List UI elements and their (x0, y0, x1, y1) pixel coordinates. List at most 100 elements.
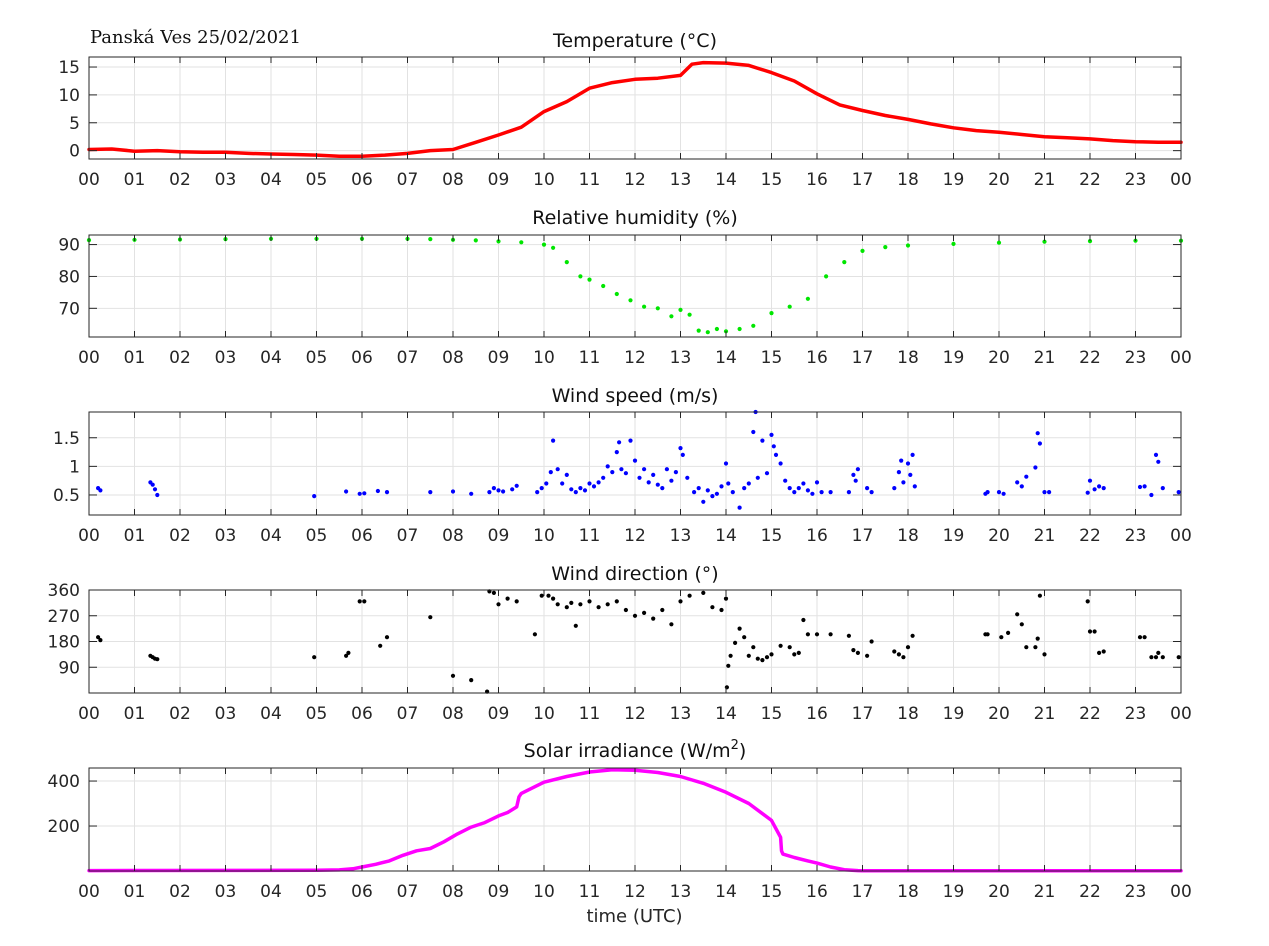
wind_speed-point (1097, 484, 1102, 489)
wind_direction-xtick-label: 12 (624, 704, 646, 724)
temperature-ytick-label: 0 (69, 142, 80, 162)
wind_direction-point (505, 596, 510, 601)
wind_speed-point (801, 481, 806, 486)
temperature-xtick-label: 07 (397, 170, 419, 190)
humidity-point (628, 298, 633, 303)
wind_direction-point (623, 607, 629, 613)
wind_direction-point (469, 678, 474, 683)
humidity-point (787, 304, 792, 309)
wind_direction-point (999, 635, 1004, 640)
wind_direction-point (312, 655, 317, 660)
panel-wind_direction: 00 01 02 03 04 05 06 07 08 09 10 11 12 13 14 15 16 17 18 19… (48, 563, 1192, 724)
wind_direction-point (869, 639, 874, 644)
wind_direction-point (344, 653, 349, 658)
wind_direction-point (660, 607, 665, 613)
wind_speed-point (764, 471, 770, 476)
humidity-point (655, 306, 660, 311)
wind_direction-point (96, 635, 101, 640)
solar-xtick-label: 19 (943, 882, 965, 902)
wind_direction-point (801, 617, 806, 623)
wind_speed-xtick-label: 06 (351, 526, 373, 546)
wind_speed-xtick-label: 22 (1079, 526, 1101, 546)
humidity-point (614, 291, 619, 297)
wind_speed-point (617, 440, 622, 445)
wind_direction-point (1153, 655, 1159, 660)
wind_direction-xtick-label: 01 (124, 704, 146, 724)
wind_speed-point (601, 475, 606, 480)
temperature-xtick-label: 16 (806, 170, 828, 190)
wind_speed-point (539, 486, 544, 491)
wind_speed-point (596, 480, 601, 485)
wind_speed-ytick-label: 1 (69, 457, 80, 477)
wind_speed-point (555, 467, 560, 472)
humidity-point (541, 242, 547, 247)
temperature-xtick-label: 01 (124, 170, 146, 190)
solar-xtick-label: 14 (715, 882, 737, 902)
wind_speed-point (692, 490, 697, 495)
humidity-point (769, 311, 774, 316)
wind_direction-point (855, 650, 861, 656)
wind_speed-point (655, 482, 660, 487)
wind_speed-point (714, 491, 720, 496)
wind_direction-point (155, 657, 160, 662)
wind_speed-point (1015, 480, 1020, 485)
humidity-xtick-label: 00 (78, 348, 100, 368)
solar-xtick-label: 04 (260, 882, 282, 902)
wind_direction-point (1019, 622, 1024, 627)
wind_speed-point (865, 486, 870, 491)
wind_speed-ytick-label: 1.5 (53, 429, 80, 449)
wind_speed-point (1001, 491, 1006, 496)
wind_direction-xtick-label: 05 (306, 704, 328, 724)
wind_speed-point (787, 486, 792, 491)
solar-xtick-label: 13 (670, 882, 692, 902)
wind_speed-point (910, 452, 915, 457)
solar-title-text: Solar irradiance (W/m (524, 740, 731, 762)
wind_speed-point (685, 475, 690, 480)
wind_speed-point (155, 492, 160, 498)
panel-solar: 00 01 02 03 04 05 06 07 08 09 10 11 12 13 14 15 16 17 18 19… (48, 738, 1192, 902)
humidity-title: Relative humidity (%) (532, 207, 737, 229)
wind_direction-point (605, 602, 610, 607)
wind_speed-point (723, 461, 729, 466)
solar-title-superscript: 2 (731, 738, 739, 753)
wind_speed-point (783, 478, 788, 483)
wind_direction-xtick-label: 20 (988, 704, 1010, 724)
temperature-xtick-label: 04 (260, 170, 282, 190)
humidity-xtick-label: 03 (215, 348, 237, 368)
temperature-ytick-label: 5 (69, 114, 80, 134)
wind_direction-point (846, 633, 852, 638)
humidity-point (824, 274, 829, 279)
solar-xtick-label: 20 (988, 882, 1010, 902)
wind_speed-point (312, 494, 317, 499)
wind_speed-point (428, 490, 433, 495)
solar-title: Solar irradiance (W/m2) (524, 738, 747, 762)
humidity-xtick-label: 15 (761, 348, 783, 368)
wind_direction-point (896, 652, 902, 657)
wind_speed-point (899, 458, 904, 463)
wind_speed-point (751, 429, 756, 435)
temperature-xtick-label: 08 (442, 170, 464, 190)
wind_speed-point (344, 489, 349, 494)
wind_direction-point (901, 655, 906, 660)
humidity-ytick-label: 80 (58, 267, 80, 287)
wind_speed-point (730, 490, 735, 495)
humidity-xtick-label: 12 (624, 348, 646, 368)
temperature-xtick-label: 09 (488, 170, 510, 190)
humidity-point (714, 326, 720, 332)
wind_direction-point (719, 607, 724, 613)
wind_speed-ytick-label: 0.5 (53, 486, 80, 506)
solar-xtick-label: 17 (852, 882, 874, 902)
humidity-point (905, 243, 911, 248)
wind_speed-point (491, 486, 496, 491)
wind_direction-point (1087, 629, 1093, 634)
wind_speed-point (869, 490, 874, 495)
temperature-xtick-label: 17 (852, 170, 874, 190)
wind_speed-point (985, 490, 990, 495)
wind_direction-point (728, 653, 733, 658)
wind_direction-point (742, 635, 747, 640)
wind_speed-point (98, 488, 103, 493)
humidity-xtick-label: 21 (1034, 348, 1056, 368)
temperature-xtick-label: 14 (715, 170, 737, 190)
temperature-xtick-label: 15 (761, 170, 783, 190)
